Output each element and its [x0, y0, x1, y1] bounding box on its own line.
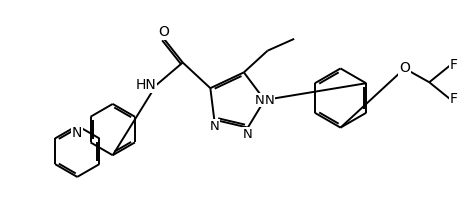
Text: N: N	[265, 94, 274, 106]
Text: N: N	[72, 126, 82, 140]
Text: F: F	[450, 92, 458, 106]
Text: N: N	[210, 120, 219, 133]
Text: F: F	[450, 58, 458, 72]
Text: O: O	[399, 61, 410, 75]
Text: N: N	[243, 128, 253, 141]
Text: O: O	[158, 25, 170, 39]
Text: N: N	[255, 94, 265, 106]
Text: HN: HN	[135, 78, 156, 92]
